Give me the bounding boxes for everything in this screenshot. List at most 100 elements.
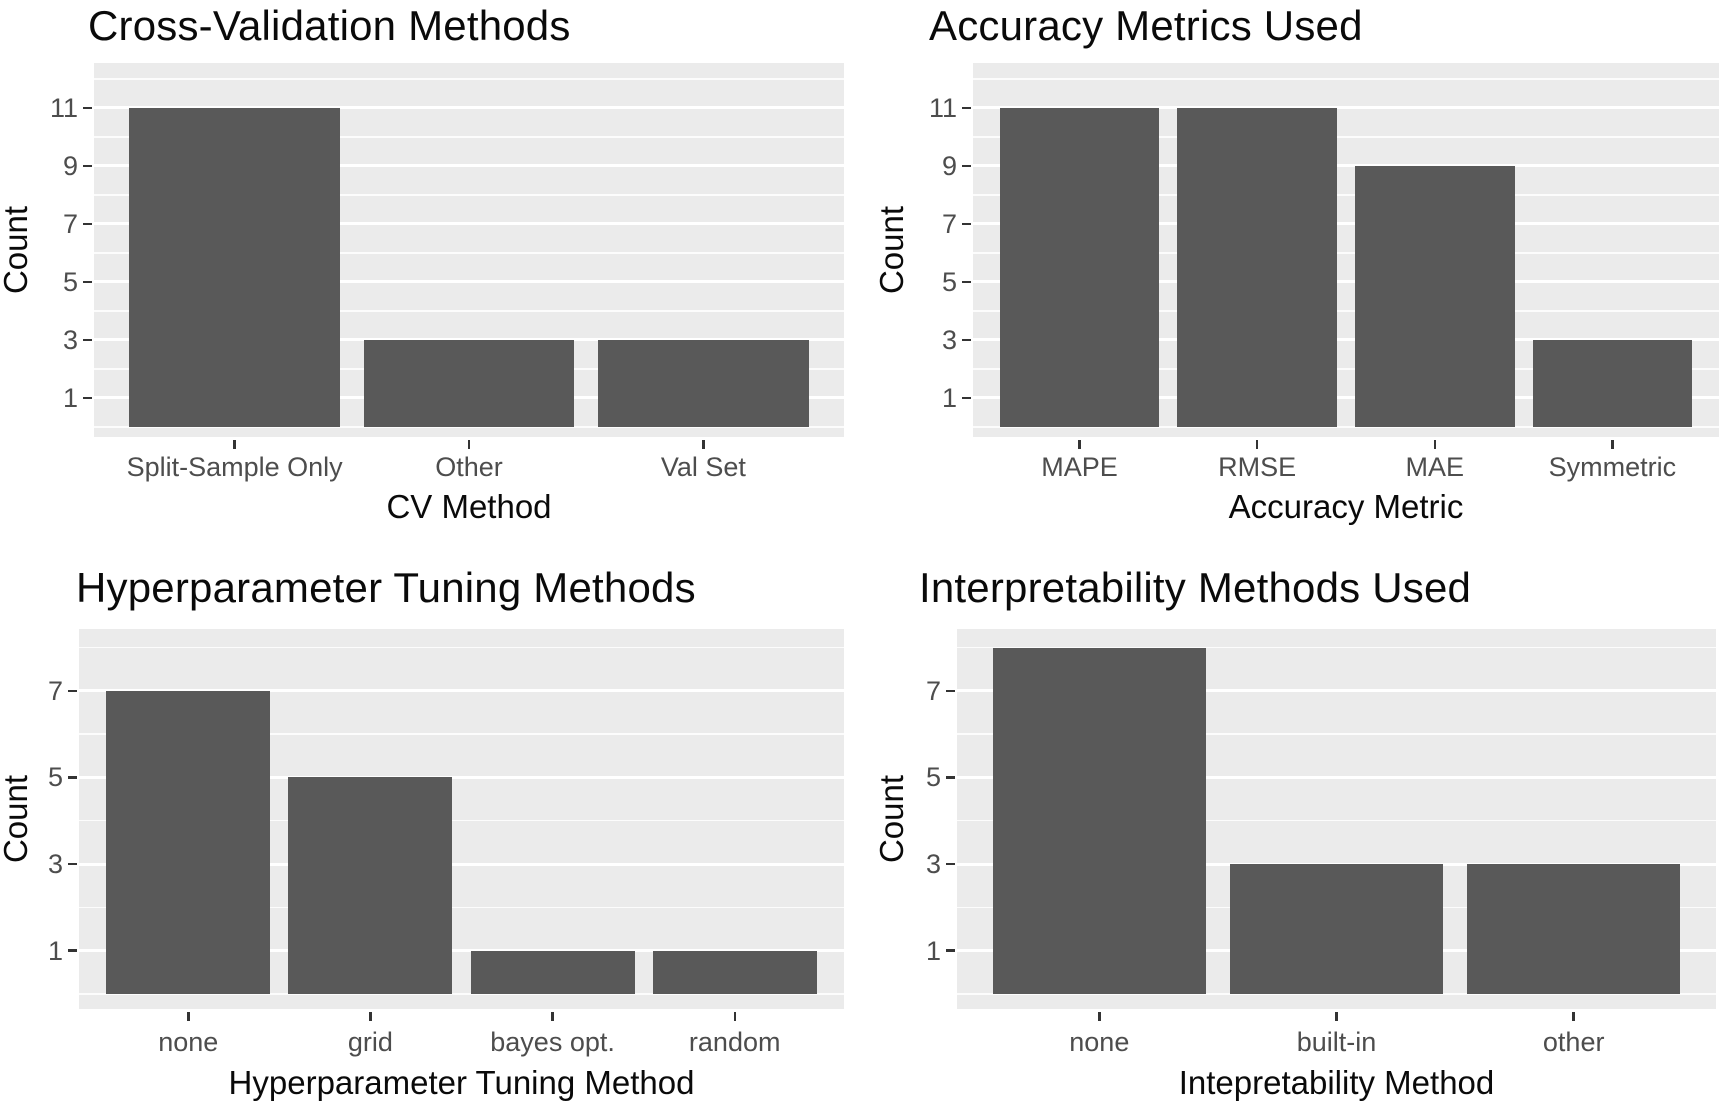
y-tick-mark (962, 106, 971, 110)
chart-title: Accuracy Metrics Used (929, 2, 1363, 49)
y-tick-label: 3 (62, 324, 78, 355)
gridline-major (79, 862, 844, 866)
y-tick-label: 7 (941, 208, 957, 239)
x-tick-mark (1098, 1012, 1101, 1021)
y-tick-label: 3 (47, 849, 63, 879)
gridline-minor (79, 993, 844, 995)
bar (1466, 864, 1681, 994)
bar (1532, 339, 1693, 427)
x-axis-title: CV Method (386, 488, 552, 525)
gridline-minor (973, 368, 1719, 370)
gridline-major (973, 338, 1719, 342)
x-tick-mark (1335, 1012, 1338, 1021)
gridline-major (973, 164, 1719, 168)
gridline-major (94, 164, 844, 168)
bar (470, 950, 635, 994)
bar (652, 950, 817, 994)
gridline-minor (94, 310, 844, 312)
y-tick-mark (68, 862, 77, 866)
y-tick-label: 1 (62, 382, 78, 413)
plot-panel (94, 63, 844, 437)
gridline-major (94, 106, 844, 110)
y-tick-label: 3 (925, 849, 941, 879)
x-tick-label: built-in (1296, 1027, 1377, 1057)
gridline-major (94, 280, 844, 284)
gridline-minor (957, 646, 1716, 649)
gridline-major (957, 689, 1716, 693)
y-tick-mark (962, 164, 971, 168)
y-tick-mark (962, 338, 971, 342)
y-tick-label: 1 (925, 935, 941, 966)
gridline-minor (973, 426, 1719, 428)
x-tick-mark (187, 1012, 190, 1021)
gridline-minor (973, 310, 1719, 312)
plot-panel (973, 63, 1719, 437)
bar (999, 107, 1160, 427)
y-tick-label: 5 (925, 762, 941, 793)
x-tick-label: MAPE (1041, 452, 1118, 482)
bar (1229, 864, 1444, 994)
bar (363, 339, 575, 427)
gridline-minor (79, 906, 844, 908)
y-tick-label: 9 (941, 150, 957, 181)
y-tick-label: 5 (47, 762, 63, 793)
y-tick-mark (962, 396, 971, 400)
gridline-major (973, 280, 1719, 284)
y-tick-label: 11 (928, 92, 957, 123)
y-tick-mark (83, 222, 92, 226)
y-tick-mark (946, 776, 955, 779)
x-tick-mark (467, 440, 471, 449)
x-tick-label: grid (347, 1027, 393, 1057)
gridline-major (79, 949, 844, 953)
x-tick-mark (1078, 440, 1081, 449)
gridline-minor (79, 646, 844, 649)
x-tick-mark (702, 440, 705, 449)
x-tick-label: Other (435, 452, 503, 482)
gridline-major (79, 775, 844, 779)
gridline-major (957, 775, 1716, 779)
chart-title: Cross-Validation Methods (88, 2, 571, 49)
y-tick-mark (68, 689, 77, 693)
x-tick-label: MAE (1405, 452, 1465, 482)
x-tick-label: RMSE (1218, 452, 1297, 482)
x-tick-label: other (1542, 1027, 1605, 1057)
gridline-minor (973, 136, 1719, 138)
gridline-minor (973, 78, 1719, 80)
plot-panel (79, 629, 844, 1009)
y-tick-mark (83, 338, 92, 342)
y-tick-mark (83, 280, 92, 284)
x-tick-label: Symmetric (1548, 452, 1677, 482)
gridline-minor (973, 194, 1719, 196)
gridline-minor (94, 78, 844, 80)
x-tick-mark (1572, 1012, 1575, 1021)
gridline-major (973, 106, 1719, 110)
bar (992, 647, 1207, 994)
gridline-major (973, 396, 1719, 400)
x-tick-mark (733, 1012, 736, 1021)
x-tick-label: Val Set (660, 452, 746, 482)
gridline-minor (79, 820, 844, 822)
y-tick-label: 3 (941, 324, 957, 355)
bar (106, 690, 271, 994)
x-tick-label: bayes opt. (490, 1027, 615, 1057)
bar (288, 777, 453, 994)
gridline-minor (957, 993, 1716, 995)
y-tick-label: 7 (925, 675, 941, 706)
y-tick-label: 5 (941, 266, 957, 297)
y-tick-mark (83, 106, 92, 110)
gridline-major (79, 689, 844, 693)
y-tick-label: 9 (62, 150, 78, 181)
y-tick-label: 1 (941, 382, 957, 413)
x-tick-label: random (688, 1027, 781, 1057)
x-axis-title: Intepretability Method (1178, 1064, 1495, 1101)
x-tick-label: Split-Sample Only (126, 452, 343, 482)
y-tick-mark (83, 164, 92, 168)
x-tick-mark (233, 440, 236, 449)
chart-accuracy-metrics-used: Accuracy Metrics Used Count Accuracy Met… (861, 0, 1723, 540)
bar (129, 107, 341, 427)
y-tick-mark (68, 949, 77, 952)
y-tick-label: 7 (47, 675, 63, 706)
chart-title: Interpretability Methods Used (919, 564, 1472, 611)
plot-panel (957, 629, 1716, 1009)
